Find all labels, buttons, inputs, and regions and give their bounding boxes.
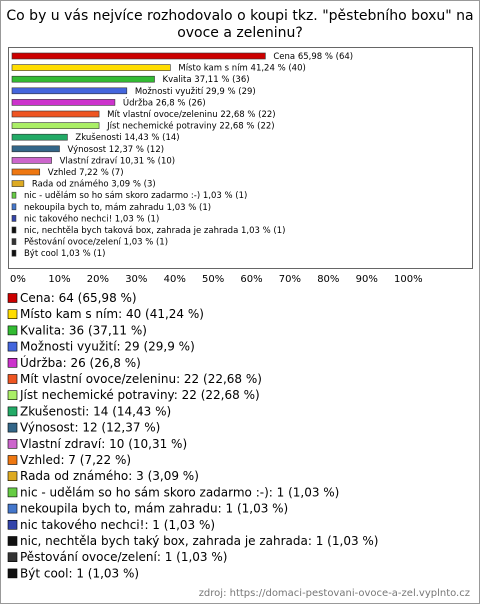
legend-label: nic - udělám so ho sám skoro zadarmo :-)… (20, 485, 339, 499)
bar (11, 64, 171, 71)
legend-swatch (7, 325, 18, 336)
x-tick-label: 80% (317, 274, 339, 285)
bar-label: Vzhled 7,22 % (7) (48, 168, 124, 178)
legend-swatch (7, 503, 18, 514)
x-tick-label: 30% (125, 274, 147, 285)
legend-swatch (7, 357, 18, 368)
bar-label: nic takového nechci! 1,03 % (1) (24, 213, 159, 224)
legend-label: nekoupila bych to, mám zahradu: 1 (1,03 … (20, 502, 288, 516)
legend-swatch (7, 471, 18, 482)
bar-label: nekoupila bych to, mám zahradu 1,03 % (1… (24, 203, 211, 213)
legend-label: Údržba: 26 (26,8 %) (20, 355, 141, 370)
legend-label: nic takového nechci!: 1 (1,03 %) (20, 518, 215, 532)
bar (11, 99, 116, 106)
bar (11, 75, 155, 83)
bar (11, 157, 52, 164)
bar-label: nic, nechtěla bych taková box, zahrada j… (24, 226, 285, 236)
legend-label: Mít vlastní ovoce/zeleninu: 22 (22,68 %) (20, 372, 262, 386)
bar (11, 215, 17, 222)
bar (11, 249, 17, 257)
bar-label: Rada od známého 3,09 % (3) (32, 179, 156, 190)
legend-swatch (7, 519, 18, 530)
legend-swatch (7, 422, 18, 433)
bar (11, 110, 100, 118)
legend-label: Vzhled: 7 (7,22 %) (20, 453, 131, 467)
bar-label: nic - udělám so ho sám skoro zadarmo :-)… (24, 191, 247, 201)
bar (11, 52, 266, 60)
legend-swatch (7, 293, 18, 303)
bar (11, 191, 17, 199)
x-tick-label: 100% (394, 274, 423, 285)
bar-label: Cena 65,98 % (64) (273, 52, 353, 62)
legend-label: Pěstování ovoce/zelení: 1 (1,03 %) (20, 550, 227, 564)
x-tick-label: 60% (240, 274, 262, 285)
x-tick-label: 90% (356, 274, 378, 285)
bar (11, 87, 128, 95)
legend-swatch (7, 568, 18, 579)
legend-label: Rada od známého: 3 (3,09 %) (20, 469, 199, 483)
legend-label: Zkušenosti: 14 (14,43 %) (20, 404, 171, 418)
bar-label: Vlastní zdraví 10,31 % (10) (60, 156, 176, 166)
x-tick-label: 70% (279, 274, 301, 285)
legend-swatch (7, 438, 18, 449)
bar (11, 180, 25, 187)
bar-label: Pěstování ovoce/zelení 1,03 % (1) (24, 238, 168, 248)
source: zdroj: https://domaci-pestovani-ovoce-a-… (199, 588, 470, 599)
bar (11, 122, 100, 129)
x-tick-label: 10% (48, 274, 70, 285)
legend-swatch (7, 536, 18, 546)
legend-swatch (7, 390, 18, 401)
legend-label: Kvalita: 36 (37,11 %) (20, 323, 147, 337)
legend-swatch (7, 406, 18, 417)
bar-label: Výnosost 12,37 % (12) (68, 145, 165, 155)
legend-label: Být cool: 1 (1,03 %) (20, 566, 139, 580)
bar-label: Údržba 26,8 % (26) (123, 96, 206, 108)
bar-label: Mít vlastní ovoce/zeleninu 22,68 % (22) (107, 110, 276, 120)
legend-swatch (7, 552, 18, 563)
x-tick-label: 0% (10, 274, 26, 285)
bar-label: Kvalita 37,11 % (36) (163, 75, 250, 85)
bar (11, 203, 17, 211)
bar (11, 238, 17, 245)
legend-label: Místo kam s ním: 40 (41,24 %) (20, 307, 204, 321)
legend-swatch (7, 341, 18, 352)
bar (11, 226, 17, 234)
legend-label: Možnosti využití: 29 (29,9 %) (20, 340, 195, 354)
bar-label: Možnosti využití 29,9 % (29) (135, 87, 256, 97)
x-tick-label: 20% (87, 274, 109, 285)
bar-label: Místo kam s ním 41,24 % (40) (178, 64, 305, 74)
legend-label: Cena: 64 (65,98 %) (20, 291, 137, 305)
legend-swatch (7, 455, 18, 465)
bar-label: Zkušenosti 14,43 % (14) (75, 132, 179, 143)
bar (11, 168, 41, 176)
legend-swatch (7, 309, 18, 320)
legend-label: Vlastní zdraví: 10 (10,31 %) (20, 437, 187, 451)
x-tick-label: 40% (164, 274, 186, 285)
x-tick-label: 50% (202, 274, 224, 285)
legend-label: Výnosost: 12 (12,37 %) (20, 421, 160, 435)
legend-swatch (7, 487, 18, 498)
bar-label: Být cool 1,03 % (1) (24, 249, 105, 259)
chart-title: Co by u vás nejvíce rozhodovalo o koupi … (6, 8, 473, 41)
bar-label: Jíst nechemické potraviny 22,68 % (22) (106, 121, 275, 132)
plot-border (8, 47, 473, 269)
legend-label: Jíst nechemické potraviny: 22 (22,68 %) (19, 388, 260, 402)
bar (11, 133, 68, 141)
legend-swatch (7, 374, 18, 384)
bar (11, 145, 60, 153)
legend-label: nic, nechtěla bych taký box, zahrada je … (20, 534, 378, 548)
